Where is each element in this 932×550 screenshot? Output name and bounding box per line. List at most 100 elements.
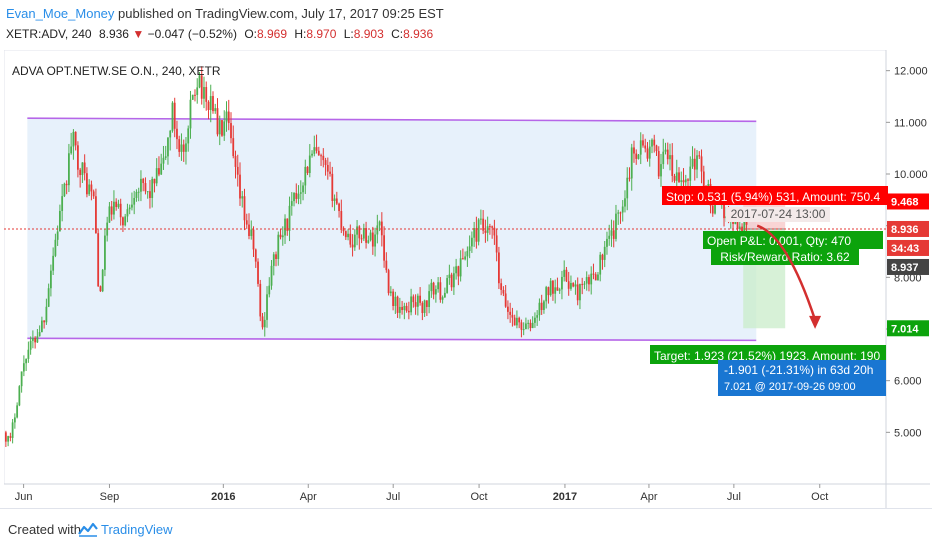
candle-body [446, 278, 449, 293]
candle-body [673, 175, 676, 181]
candle-body [572, 283, 575, 287]
candle-body [608, 235, 611, 239]
candle-body [218, 120, 221, 135]
candle-body [398, 306, 401, 313]
x-tick-label: 2017 [553, 491, 577, 503]
candle-body [615, 213, 617, 239]
candle-body [142, 178, 145, 184]
candle-body [70, 146, 73, 154]
candle-body [648, 146, 651, 159]
low-value: 8.903 [353, 27, 384, 41]
tradingview-brand[interactable]: TradingView [101, 522, 173, 537]
candle-body [270, 265, 273, 286]
candle-body [475, 228, 478, 242]
candle-body [169, 130, 172, 138]
candle-body [527, 322, 530, 324]
candle-body [340, 211, 343, 228]
candle-body [601, 254, 604, 260]
candle-body [558, 289, 561, 291]
candle-body [338, 203, 340, 212]
chart-grid [3, 49, 930, 508]
candle-body [590, 273, 593, 285]
x-tick-label: Apr [640, 491, 657, 503]
candle-body [189, 99, 192, 129]
candle-body [230, 123, 232, 139]
candle-body [461, 258, 464, 260]
candle-body [696, 155, 698, 170]
candle-body [432, 282, 435, 295]
candle-body [29, 340, 32, 350]
candle-body [101, 269, 104, 292]
candle-body [49, 270, 52, 289]
candle-body [126, 209, 129, 217]
pnl-label-box [703, 231, 883, 249]
candle-body [700, 156, 703, 172]
candle-body [468, 246, 471, 251]
candle-body [387, 270, 390, 294]
projection-target-label: 7.021 @ 2017-09-26 09:00 [724, 381, 856, 393]
rr-label-box [711, 247, 859, 265]
candle-body [543, 301, 545, 310]
candle-body [738, 226, 741, 229]
candle-body [356, 226, 358, 235]
candle-body [691, 158, 694, 167]
channel-upper-line [27, 117, 757, 123]
candle-body [90, 184, 93, 192]
high-label: H: [294, 27, 307, 41]
candle-body [628, 177, 631, 179]
candle-body [43, 320, 46, 323]
candle-body [669, 155, 671, 160]
candle-body [455, 266, 458, 274]
price-chart[interactable]: Stop: 0.531 (5.94%) 531, Amount: 750.4 20… [3, 49, 930, 508]
candle-body [639, 140, 642, 155]
candle-body [486, 226, 489, 233]
down-arrow-icon: ▼ [132, 27, 145, 41]
channel-lower-line [27, 337, 757, 342]
candle-body [504, 293, 507, 307]
candle-body [254, 249, 257, 262]
candle-body [380, 221, 383, 236]
candle-body [520, 322, 523, 330]
candle-body [624, 198, 626, 207]
candle-body [227, 111, 230, 124]
candle-body [441, 297, 444, 300]
candle-body [693, 158, 696, 170]
candle-body [563, 269, 566, 277]
candle-body [104, 235, 106, 270]
candle-body [702, 171, 705, 189]
candle-body [322, 155, 325, 161]
candle-body [491, 226, 494, 228]
candle-body [574, 284, 577, 287]
footer: Created with TradingView [0, 508, 932, 550]
candle-body [295, 192, 298, 199]
candle-body [621, 206, 624, 213]
candle-body [594, 274, 597, 281]
date-label-box [726, 207, 830, 222]
x-tick-label: Jun [15, 491, 33, 503]
candle-body [583, 283, 586, 285]
candle-body [437, 282, 440, 290]
candle-body [378, 221, 381, 226]
candle-body [736, 216, 739, 229]
candle-body [416, 295, 419, 307]
close-value: 8.936 [403, 27, 434, 41]
created-with-label: Created with [8, 522, 81, 537]
chart-area[interactable]: Stop: 0.531 (5.94%) 531, Amount: 750.4 20… [3, 49, 930, 508]
candle-body [549, 280, 552, 296]
close-label: C: [391, 27, 404, 41]
candle-body [389, 291, 392, 294]
candle-body [619, 212, 622, 214]
candle-body [588, 277, 590, 285]
entry-price-badge-box [887, 258, 929, 275]
author-link[interactable]: Evan_Moe_Money [6, 6, 115, 21]
candle-body [178, 139, 181, 152]
candle-body [311, 153, 313, 156]
candle-body [657, 151, 660, 177]
candle-body [536, 315, 539, 318]
candle-body [516, 317, 518, 326]
candle-body [58, 210, 61, 232]
candle-body [173, 102, 176, 129]
candle-body [403, 305, 406, 310]
candle-body [509, 311, 512, 315]
candle-body [4, 432, 7, 442]
